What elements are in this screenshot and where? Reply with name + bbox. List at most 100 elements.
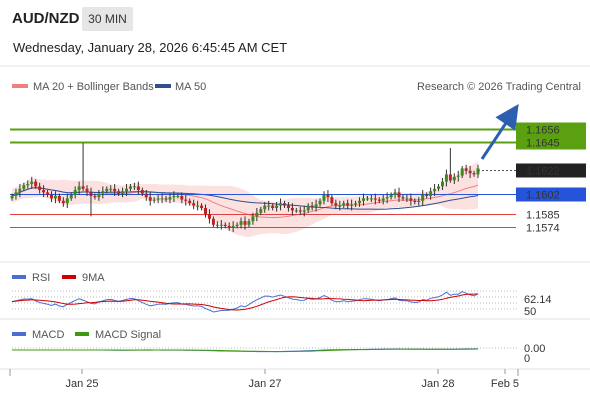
candle — [109, 185, 113, 193]
ma20-swatch — [12, 84, 28, 88]
candle — [358, 197, 362, 207]
candle — [176, 193, 180, 199]
ma9-legend-label: 9MA — [82, 272, 105, 284]
candle — [188, 198, 192, 206]
candle-body — [338, 205, 342, 207]
candle-body — [38, 186, 42, 190]
candle — [263, 202, 267, 213]
candle — [121, 187, 125, 198]
candle — [381, 194, 385, 205]
x-tick-label: Jan 27 — [248, 378, 281, 390]
candle — [148, 192, 152, 206]
candle — [409, 193, 413, 206]
candle — [342, 200, 346, 208]
candle — [330, 194, 334, 206]
candle — [306, 203, 310, 213]
candle — [275, 202, 279, 212]
candle-body — [263, 205, 267, 210]
candle-body — [117, 191, 121, 194]
candle-body — [421, 194, 425, 201]
candle-body — [125, 188, 129, 192]
candle-body — [365, 198, 369, 200]
candle — [105, 186, 109, 194]
candle — [267, 200, 271, 211]
candle — [421, 190, 425, 206]
candle-body — [464, 168, 468, 171]
candle-body — [334, 203, 338, 206]
candle — [34, 179, 38, 189]
candle — [215, 221, 219, 229]
candle-body — [89, 192, 93, 196]
candle-body — [389, 194, 393, 198]
candle-body — [219, 224, 223, 226]
candle-body — [223, 224, 227, 226]
candle — [338, 200, 342, 211]
timeframe-badge[interactable]: 30 MIN — [82, 7, 133, 31]
candle — [89, 187, 93, 217]
candle — [117, 188, 121, 196]
candle-body — [342, 203, 346, 206]
ma50-swatch — [155, 84, 171, 88]
candle-body — [290, 208, 294, 211]
candle-body — [448, 174, 452, 181]
candle-body — [472, 173, 476, 175]
candle-body — [97, 193, 101, 198]
candle-body — [160, 198, 164, 200]
macd-legend-label: MACD — [32, 329, 64, 341]
candle — [314, 199, 318, 212]
candle-body — [322, 194, 326, 201]
candle-body — [148, 197, 152, 201]
macd-swatch — [12, 332, 26, 336]
candle — [73, 186, 77, 199]
ma20-legend-label: MA 20 + Bollinger Bands — [33, 81, 154, 93]
candle-body — [310, 205, 314, 207]
candle — [468, 166, 472, 178]
ma50-legend-label: MA 50 — [175, 81, 206, 93]
candle-body — [172, 196, 176, 198]
level-label-1-1585: 1.1585 — [526, 210, 560, 222]
candle-body — [409, 198, 413, 201]
candle — [97, 190, 101, 201]
candle-body — [22, 185, 26, 189]
candle-body — [140, 190, 144, 194]
candle — [219, 220, 223, 230]
candle-body — [259, 209, 263, 213]
candle — [239, 217, 243, 229]
candle — [200, 203, 204, 211]
candle-body — [346, 203, 350, 206]
candle — [448, 148, 452, 183]
candle — [160, 193, 164, 204]
candle — [53, 191, 57, 204]
candle-body — [136, 186, 140, 190]
candle — [172, 191, 176, 202]
candle-body — [144, 193, 148, 198]
candle — [46, 190, 50, 198]
candle — [310, 202, 314, 211]
candle — [425, 192, 429, 199]
candle — [472, 170, 476, 177]
candle-body — [413, 200, 417, 202]
candle-body — [204, 208, 208, 214]
candle — [354, 200, 358, 207]
macd-zero-label: 0 — [524, 353, 530, 365]
candle — [227, 222, 231, 231]
candle — [247, 218, 251, 228]
candle-body — [239, 221, 243, 225]
candle-body — [69, 194, 73, 199]
candle-body — [460, 168, 464, 176]
candle-body — [207, 214, 211, 219]
candle — [322, 191, 326, 205]
candle-body — [405, 198, 409, 200]
chart-header: AUD/NZD 30 MIN — [0, 0, 590, 34]
candle — [231, 221, 235, 232]
candle — [235, 222, 239, 229]
candle-body — [476, 168, 480, 175]
candle — [444, 169, 448, 187]
price-levels — [10, 128, 516, 228]
candle — [243, 216, 247, 230]
candle — [373, 193, 377, 205]
candle-body — [279, 203, 283, 206]
candle — [397, 187, 401, 202]
candle-body — [243, 221, 247, 225]
